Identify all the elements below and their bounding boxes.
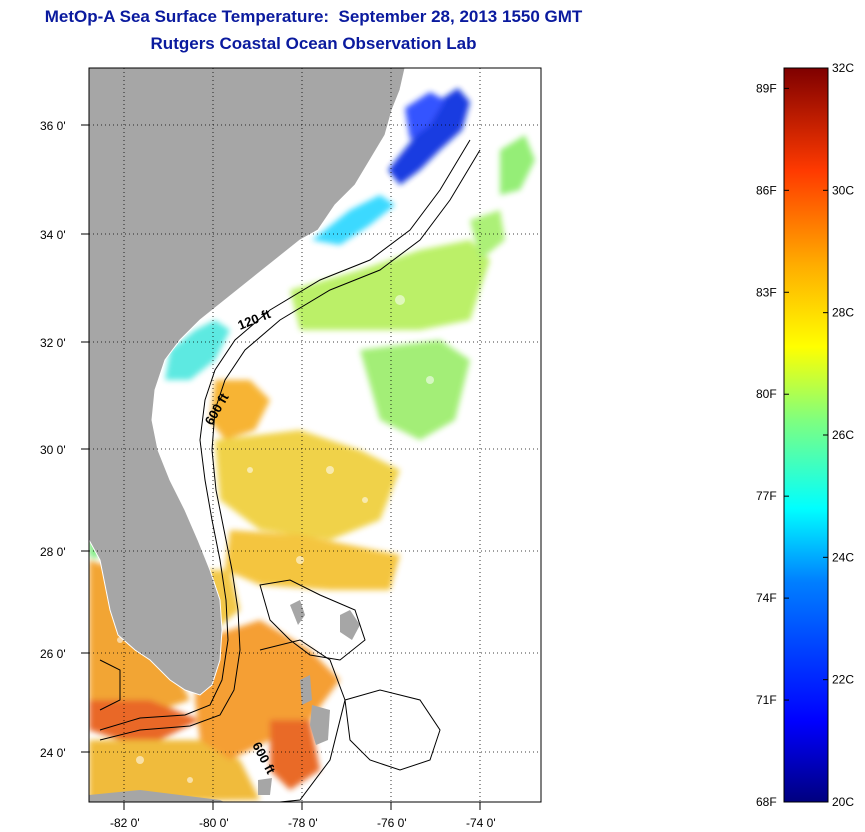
- colorbar-fahrenheit-label: 80F: [756, 387, 777, 401]
- colorbar-fahrenheit-label: 77F: [756, 489, 777, 503]
- sst-field: [89, 68, 535, 802]
- colorbar-celsius-label: 20C: [832, 795, 854, 809]
- colorbar-fahrenheit-label: 89F: [756, 81, 777, 95]
- lat-label: 24 0': [40, 746, 66, 760]
- colorbar-celsius-label: 30C: [832, 183, 854, 197]
- map-subtitle: Rutgers Coastal Ocean Observation Lab: [150, 34, 477, 53]
- lat-label: 36 0': [40, 119, 66, 133]
- lon-label: -80 0': [199, 816, 229, 830]
- colorbar-fahrenheit-label: 74F: [756, 591, 777, 605]
- map-title: MetOp-A Sea Surface Temperature: Septemb…: [44, 7, 583, 26]
- land-cuba: [89, 790, 224, 802]
- lon-label: -76 0': [377, 816, 407, 830]
- map-frame: [88, 67, 542, 803]
- tick-marks: [81, 124, 481, 810]
- colorbar-celsius-label: 22C: [832, 673, 854, 687]
- colorbar: [783, 67, 829, 803]
- colorbar-celsius-label: 24C: [832, 550, 854, 564]
- colorbar-celsius-label: 26C: [832, 428, 854, 442]
- lon-label: -78 0': [288, 816, 318, 830]
- land-bahamas: [258, 600, 360, 795]
- lon-label: -74 0': [466, 816, 496, 830]
- lon-label: -82 0': [110, 816, 140, 830]
- colorbar-ticks: [784, 67, 828, 803]
- lat-label: 26 0': [40, 647, 66, 661]
- colorbar-celsius-label: 32C: [832, 61, 854, 75]
- colorbar-fahrenheit-label: 86F: [756, 183, 777, 197]
- lat-label: 30 0': [40, 443, 66, 457]
- lat-label: 34 0': [40, 228, 66, 242]
- colorbar-fahrenheit-label: 68F: [756, 795, 777, 809]
- colorbar-fahrenheit-label: 71F: [756, 693, 777, 707]
- map-grid: [89, 68, 541, 802]
- colorbar-celsius-label: 28C: [832, 306, 854, 320]
- colorbar-labels: 32C 30C 28C 26C 24C 22C 20C 89F 86F 83F 80F 77F 74F 7…: [756, 61, 854, 809]
- lat-label: 28 0': [40, 545, 66, 559]
- isobath-lines: [99, 139, 481, 802]
- land-us-florida: [89, 68, 406, 696]
- colorbar-fahrenheit-label: 83F: [756, 285, 777, 299]
- lat-label: 32 0': [40, 336, 66, 350]
